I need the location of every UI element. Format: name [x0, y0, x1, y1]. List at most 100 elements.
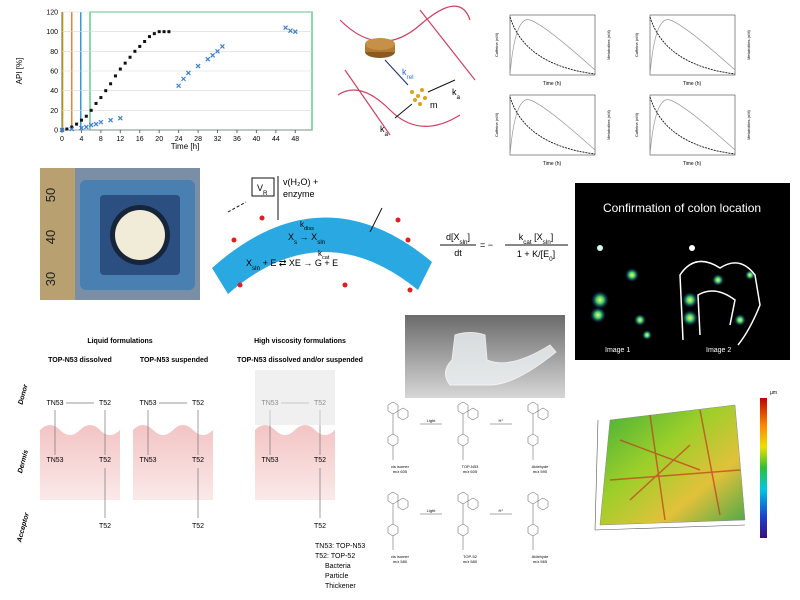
curve: [509, 16, 596, 75]
eq-part: d[Xsln]: [446, 232, 470, 246]
point: [147, 35, 151, 39]
text-piece: sln: [543, 239, 552, 246]
compound-mz: m/z 605: [393, 469, 408, 474]
point: [143, 40, 147, 43]
dermis: [255, 425, 335, 500]
curve: [509, 99, 596, 156]
curve: [649, 16, 736, 75]
eq-part: 1 + K/[E0]: [517, 249, 555, 263]
structure: [527, 401, 549, 460]
axis-label: Metabolites (nM): [746, 109, 751, 139]
reagent: Light: [427, 418, 437, 423]
compound-mz: m/z 590: [533, 469, 548, 474]
text-piece: cat: [523, 239, 532, 246]
x-label: Time [h]: [171, 142, 200, 151]
x-tick-label: 40: [253, 136, 261, 143]
text-piece: rel: [407, 74, 414, 81]
x-tick-label: 36: [233, 136, 241, 143]
point: [79, 125, 84, 131]
axis-label: Caffeine (nM): [494, 112, 499, 137]
structure: [457, 491, 479, 550]
curve: [509, 19, 596, 76]
point: [113, 74, 117, 78]
column-title: TOP-N53 dissolved: [48, 357, 112, 364]
ruler-label: 30: [43, 272, 58, 286]
point: [287, 28, 293, 34]
point: [181, 76, 186, 82]
text-piece: k: [402, 67, 407, 77]
row-label: Dermis: [17, 449, 30, 474]
curve: [649, 99, 736, 156]
text-piece: X: [246, 258, 252, 268]
point: [89, 108, 93, 112]
compound-mz: m/z 605: [463, 469, 478, 474]
point: [79, 118, 83, 122]
equation: Xsln + E ⇄ XE → G + E: [246, 258, 338, 272]
group-title: Liquid formulations: [87, 338, 152, 345]
dermis: [133, 425, 213, 500]
x-tick-label: 20: [155, 136, 163, 143]
axis-label: Metabolites (nM): [606, 109, 611, 139]
point: [205, 56, 211, 62]
text-piece: [X: [532, 232, 543, 242]
point: [128, 55, 132, 59]
point: [167, 30, 171, 34]
group-title: High viscosity formulations: [254, 338, 346, 345]
eq-part: = −: [480, 240, 493, 250]
viscous-layer: [255, 370, 335, 425]
inflow-label: enzyme: [283, 189, 315, 199]
species: T52: [99, 400, 111, 407]
arrow: [147, 402, 199, 518]
point: [152, 32, 156, 36]
volume-label: VR: [257, 183, 268, 197]
reagent: H⁺: [499, 418, 504, 423]
text-piece: ]: [468, 232, 471, 242]
compound-name: TOP-52: [463, 554, 478, 559]
x-tick-label: 32: [214, 136, 222, 143]
species: T52: [192, 457, 204, 464]
point: [133, 49, 137, 53]
ruler-label: 50: [43, 188, 58, 202]
species: TN53: [261, 457, 278, 464]
axis-label: Caffeine (nM): [634, 112, 639, 137]
formulations-diagram: Liquid formulations High viscosity formu…: [16, 338, 365, 590]
compound-mz: m/z 580: [393, 559, 408, 564]
legend: TN53: TOP-N53 T52: TOP-52 Bacteria Particle…: [315, 543, 365, 590]
legend-entry: Bacteria: [325, 563, 351, 570]
plot-frame: [509, 94, 596, 156]
y-tick-label: 120: [46, 10, 58, 17]
arrow: [54, 402, 106, 518]
text-piece: k: [318, 249, 323, 258]
structure: [387, 491, 409, 550]
point: [195, 63, 201, 69]
structure: [457, 401, 479, 460]
point: [70, 125, 74, 129]
eq-part: kcat [Xsln]: [519, 232, 554, 246]
structure: [387, 401, 409, 460]
axis-label: Caffeine (nM): [494, 32, 499, 57]
species: T52: [192, 523, 204, 530]
point: [83, 124, 89, 130]
text-piece: k: [300, 220, 305, 229]
eq-part: dt: [454, 248, 462, 258]
point: [98, 119, 104, 125]
rate-label: kcat: [318, 249, 330, 261]
reagent: Light: [427, 508, 437, 513]
text-piece: sln: [252, 265, 261, 272]
y-tick-label: 60: [50, 69, 58, 76]
point: [117, 115, 123, 121]
text-piece: 1 + K/[E: [517, 249, 549, 259]
colorbar-unit: µm: [770, 390, 777, 396]
image-label: Image 1: [605, 347, 630, 354]
point: [185, 70, 191, 76]
column-title: TOP-N53 suspended: [140, 357, 208, 364]
axis-label: Time (h): [543, 161, 562, 167]
legend-entry: Thickener: [325, 583, 356, 590]
row-label: Acceptor: [16, 511, 31, 544]
point: [104, 89, 108, 93]
point: [157, 30, 161, 34]
curve: [649, 19, 736, 76]
point: [138, 44, 142, 48]
